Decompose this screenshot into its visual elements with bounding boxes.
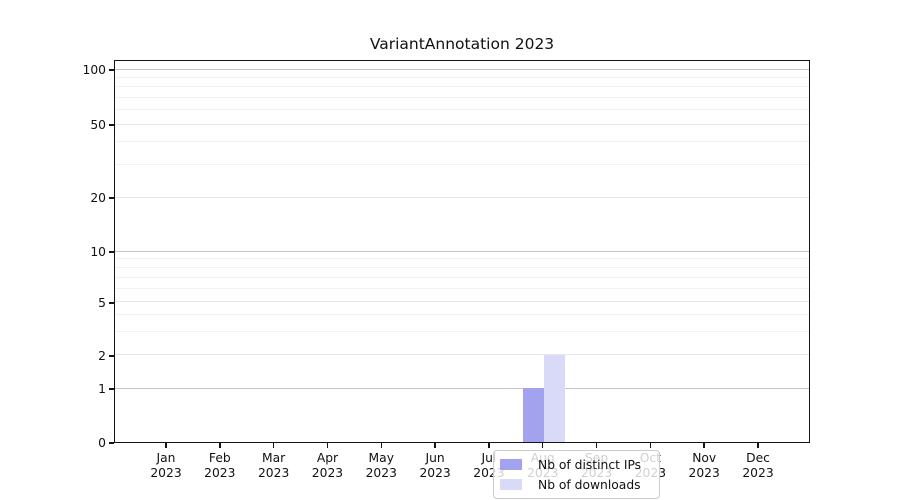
- x-tick-mark: [326, 443, 329, 448]
- y-tick-label: 1: [98, 381, 106, 396]
- month-name: Dec: [746, 451, 770, 465]
- month-name: Mar: [262, 451, 286, 465]
- x-tick-mark: [649, 443, 652, 448]
- legend-item: Nb of downloads: [500, 476, 659, 493]
- plot-area: Nb of distinct IPs Nb of downloads: [114, 60, 810, 499]
- legend: Nb of distinct IPs Nb of downloads: [493, 450, 660, 499]
- gridline-minor-60: [115, 109, 809, 111]
- gridline-sub-2: [115, 354, 809, 356]
- y-tick-mark: [109, 355, 114, 357]
- x-tick-mark: [757, 443, 759, 448]
- legend-item: Nb of distinct IPs: [500, 456, 659, 473]
- y-tick-mark: [109, 69, 114, 71]
- legend-label: Nb of distinct IPs: [538, 457, 642, 472]
- y-tick-mark: [109, 442, 114, 444]
- x-tick-label-nov: Nov 2023: [677, 451, 731, 481]
- gridline-decade-10: [115, 250, 809, 252]
- x-tick-label-feb: Feb 2023: [193, 451, 247, 481]
- gridline-sub-50: [115, 123, 809, 125]
- x-tick-mark: [434, 443, 436, 448]
- y-tick-mark: [109, 302, 114, 304]
- chart-title: VariantAnnotation 2023: [369, 35, 555, 53]
- gridline-minor-6: [115, 288, 809, 290]
- x-tick-label-jun: Jun 2023: [408, 451, 462, 481]
- x-tick-mark: [541, 443, 544, 448]
- gridline-minor-3: [115, 331, 809, 333]
- x-tick-mark: [488, 443, 490, 448]
- y-tick-label: 20: [90, 190, 106, 205]
- y-tick-mark: [109, 124, 114, 126]
- month-name: Jun: [425, 451, 445, 465]
- gridline-minor-8: [115, 266, 809, 268]
- x-tick-label-may: May 2023: [354, 451, 408, 481]
- legend-swatch-icon: [500, 479, 522, 490]
- x-tick-mark: [219, 443, 221, 448]
- gridline-minor-40: [115, 141, 809, 143]
- y-tick-label: 5: [98, 295, 106, 310]
- year-label: 2023: [742, 466, 774, 480]
- y-tick-label: 0: [98, 436, 106, 450]
- y-tick-mark: [109, 197, 114, 199]
- year-label: 2023: [365, 466, 397, 480]
- y-tick-label: 100: [82, 62, 106, 77]
- x-tick-label-apr: Apr 2023: [300, 451, 354, 481]
- month-name: Nov: [692, 451, 717, 465]
- x-tick-mark: [595, 443, 598, 448]
- y-tick-label: 10: [90, 244, 106, 259]
- gridline-minor-80: [115, 86, 809, 88]
- x-tick-mark: [380, 443, 383, 448]
- y-tick-label: 2: [98, 348, 106, 363]
- x-tick-mark: [272, 443, 275, 448]
- month-name: Jul: [481, 451, 497, 465]
- gridline-minor-9: [115, 258, 809, 260]
- gridline-sub-20: [115, 196, 809, 198]
- gridline-minor-70: [115, 96, 809, 98]
- month-name: Jan: [156, 451, 176, 465]
- x-tick-mark: [703, 443, 705, 448]
- year-label: 2023: [204, 466, 236, 480]
- month-name: Apr: [316, 451, 339, 465]
- year-label: 2023: [311, 466, 344, 480]
- year-label: 2023: [688, 466, 720, 480]
- gridline-decade-100: [115, 68, 809, 70]
- y-tick-label: 50: [90, 117, 106, 132]
- year-label: 2023: [419, 466, 451, 480]
- y-tick-mark: [109, 388, 114, 390]
- gridline-sub-5: [115, 301, 809, 303]
- year-label: 2023: [257, 466, 290, 480]
- month-name: May: [368, 451, 394, 465]
- gridline-minor-30: [115, 164, 809, 166]
- year-label: 2023: [150, 466, 182, 480]
- month-name: Feb: [208, 451, 231, 465]
- gridline-decade-1: [115, 387, 809, 389]
- x-tick-label-jan: Jan 2023: [139, 451, 193, 481]
- x-tick-label-mar: Mar 2023: [247, 451, 301, 481]
- bar-nb-of-downloads-aug: [543, 354, 565, 442]
- bar-nb-of-distinct-ips-aug: [522, 388, 544, 442]
- gridline-minor-7: [115, 276, 809, 278]
- y-tick-mark: [109, 251, 114, 253]
- gridline-minor-4: [115, 314, 809, 316]
- legend-swatch-icon: [500, 459, 522, 470]
- legend-label: Nb of downloads: [538, 477, 641, 492]
- x-tick-label-dec: Dec 2023: [731, 451, 785, 481]
- x-tick-mark: [165, 443, 167, 448]
- gridline-minor-90: [115, 76, 809, 78]
